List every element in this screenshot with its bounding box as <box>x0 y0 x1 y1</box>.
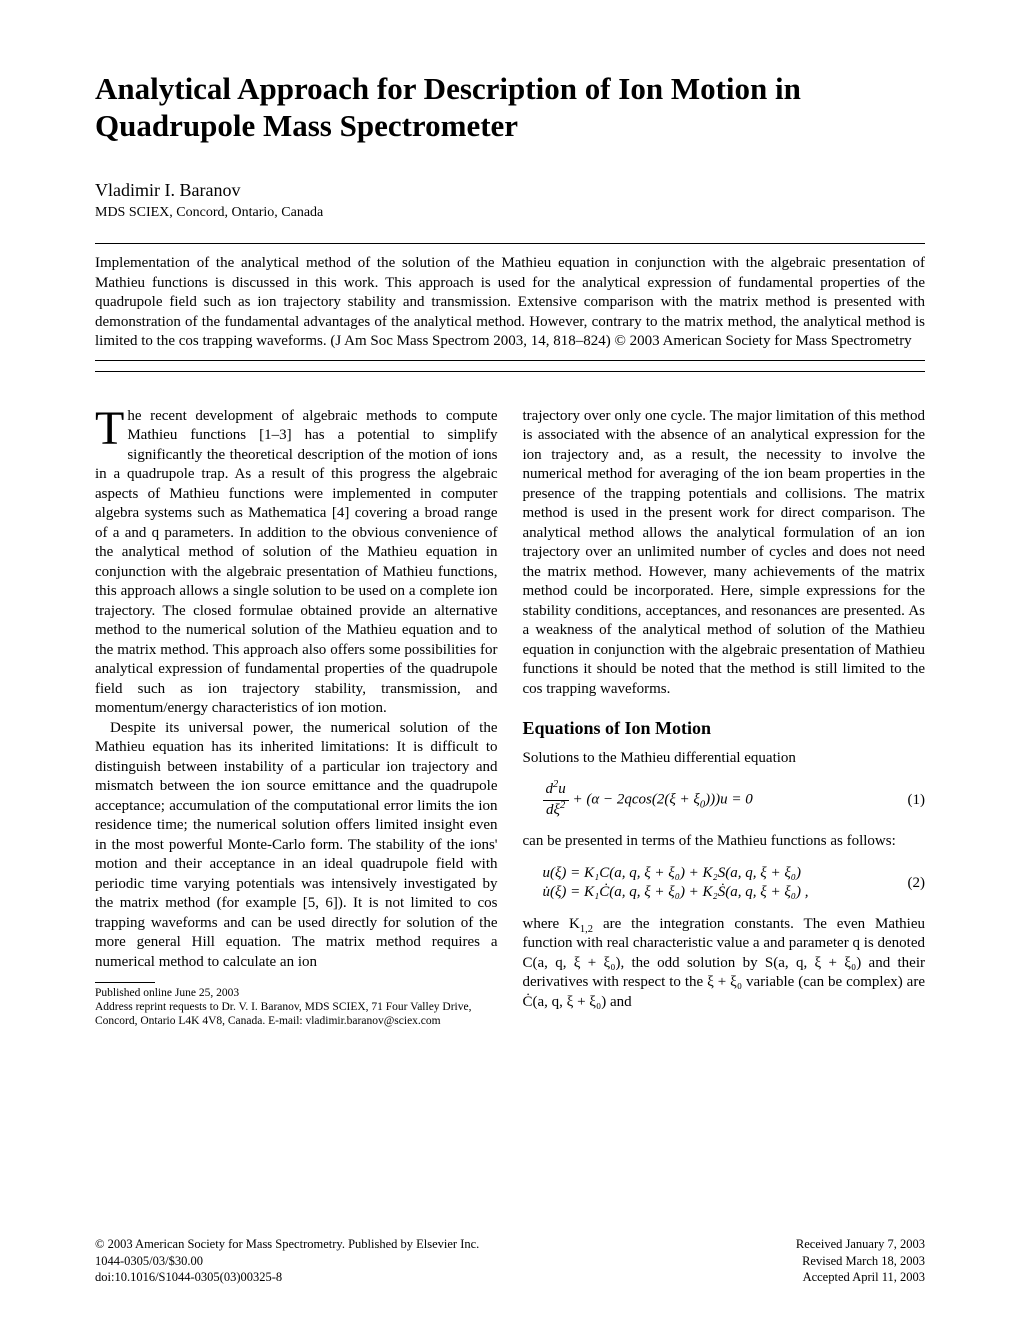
footnote-separator <box>95 982 155 983</box>
received-date: Received January 7, 2003 <box>796 1236 925 1252</box>
paragraph: Solutions to the Mathieu differential eq… <box>523 749 926 769</box>
paragraph: where K1,2 are the integration constants… <box>523 915 926 1013</box>
equation-line: u(ξ) = K₁C(a, q, ξ + ξ₀) + K₂S(a, q, ξ +… <box>543 864 896 884</box>
paragraph: trajectory over only one cycle. The majo… <box>523 407 926 700</box>
author-affiliation: MDS SCIEX, Concord, Ontario, Canada <box>95 204 925 222</box>
revised-date: Revised March 18, 2003 <box>796 1253 925 1269</box>
paragraph: can be presented in terms of the Mathieu… <box>523 832 926 852</box>
right-column: trajectory over only one cycle. The majo… <box>523 407 926 1029</box>
article-title: Analytical Approach for Description of I… <box>95 70 925 144</box>
equation-line: u̇(ξ) = K₁Ċ(a, q, ξ + ξ₀) + K₂Ṡ(a, q, ξ … <box>543 883 896 903</box>
footnote-address: Address reprint requests to Dr. V. I. Ba… <box>95 1001 498 1029</box>
footer-bar: © 2003 American Society for Mass Spectro… <box>95 1236 925 1285</box>
abstract-block: Implementation of the analytical method … <box>95 243 925 372</box>
dropcap: T <box>95 407 127 450</box>
paragraph: The recent development of algebraic meth… <box>95 407 498 719</box>
paragraph-text: where K <box>523 916 580 932</box>
paragraph-text: he recent development of algebraic metho… <box>95 408 498 717</box>
accepted-date: Accepted April 11, 2003 <box>796 1269 925 1285</box>
author-name: Vladimir I. Baranov <box>95 179 925 202</box>
subscript: 1,2 <box>580 924 593 935</box>
equation-body: d2udξ2 + (α − 2qcos(2(ξ + ξ0)))u = 0 <box>523 780 896 820</box>
equation-number: (1) <box>895 791 925 811</box>
footer-right: Received January 7, 2003 Revised March 1… <box>796 1236 925 1285</box>
copyright-line: © 2003 American Society for Mass Spectro… <box>95 1236 479 1252</box>
body-columns: The recent development of algebraic meth… <box>95 407 925 1029</box>
abstract-text: Implementation of the analytical method … <box>95 254 925 352</box>
section-heading: Equations of Ion Motion <box>523 717 926 740</box>
footnote-published: Published online June 25, 2003 <box>95 987 498 1001</box>
paragraph: Despite its universal power, the numeric… <box>95 719 498 973</box>
equation-1: d2udξ2 + (α − 2qcos(2(ξ + ξ0)))u = 0 (1) <box>523 780 926 820</box>
equation-line-text: u̇(ξ) = K₁Ċ(a, q, ξ + ξ₀) + K₂Ṡ(a, q, ξ … <box>543 884 801 900</box>
doi-line: doi:10.1016/S1044-0305(03)00325-8 <box>95 1269 479 1285</box>
equation-2: u(ξ) = K₁C(a, q, ξ + ξ₀) + K₂S(a, q, ξ +… <box>523 864 926 903</box>
footer-left: © 2003 American Society for Mass Spectro… <box>95 1236 479 1285</box>
equation-body: u(ξ) = K₁C(a, q, ξ + ξ₀) + K₂S(a, q, ξ +… <box>523 864 896 903</box>
equation-number: (2) <box>895 874 925 894</box>
left-column: The recent development of algebraic meth… <box>95 407 498 1029</box>
issn-price: 1044-0305/03/$30.00 <box>95 1253 479 1269</box>
